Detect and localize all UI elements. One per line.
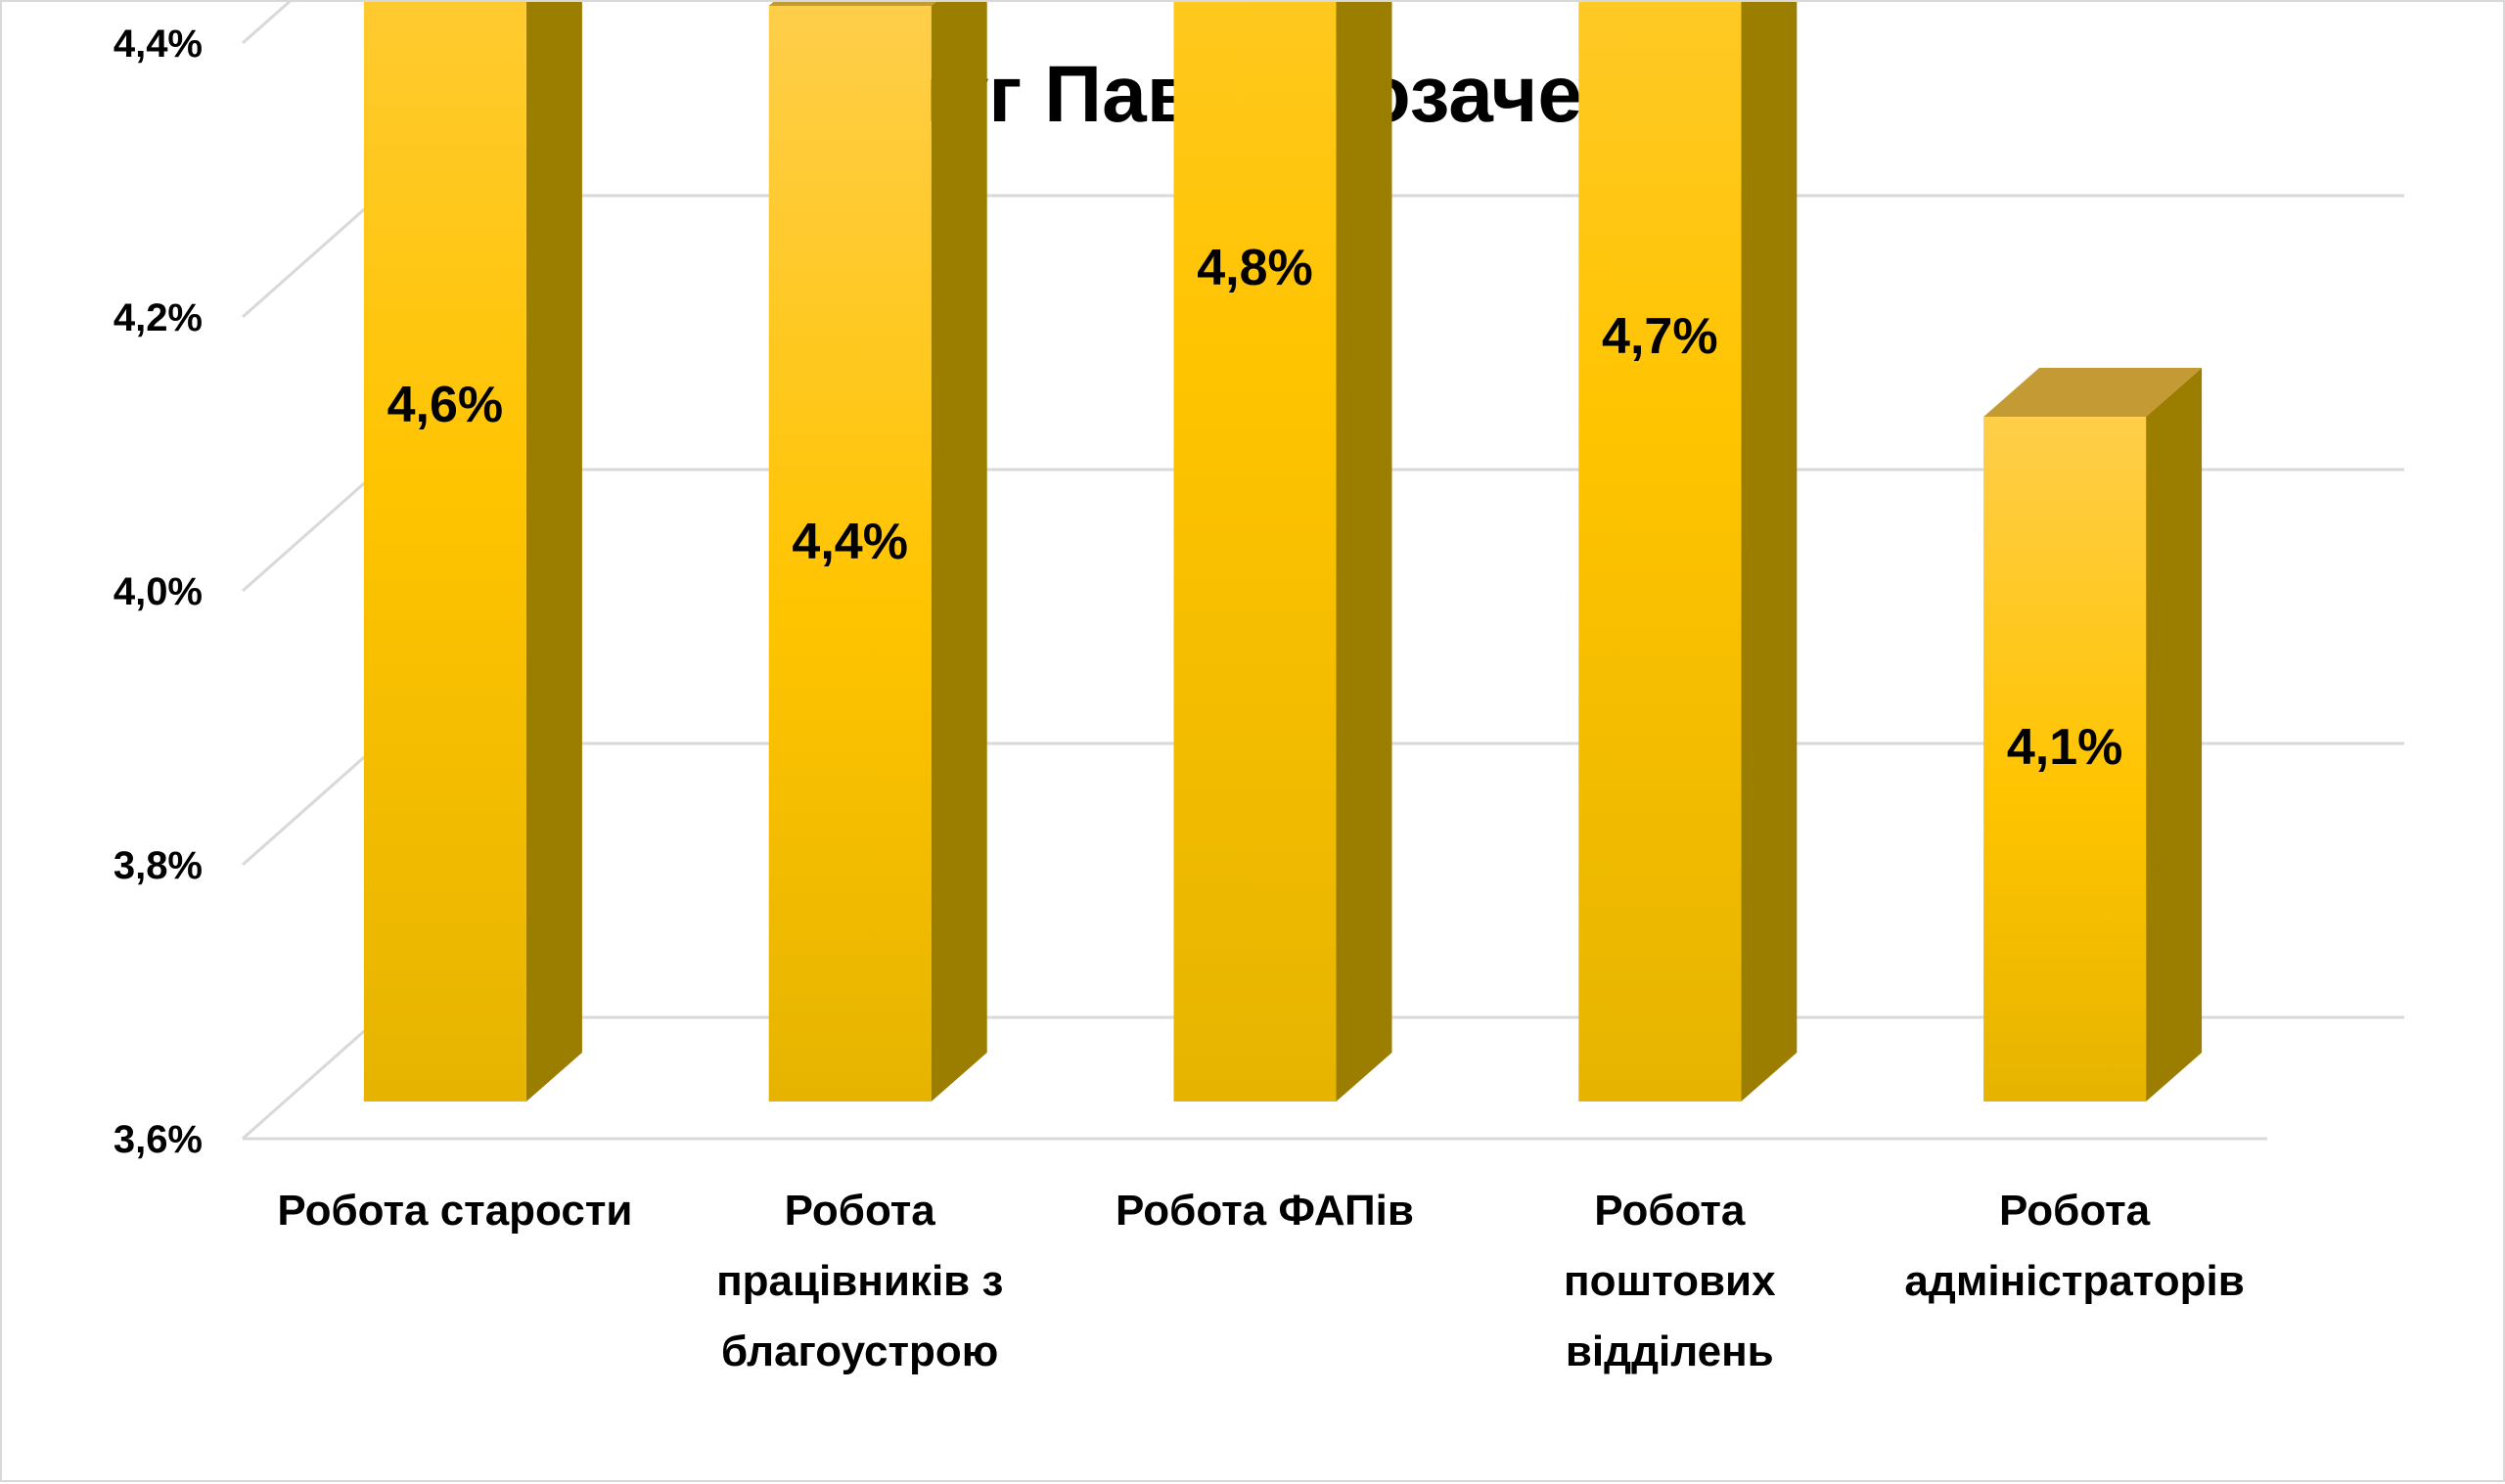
data-label: 4,6% [387, 377, 504, 433]
bar-top [1983, 368, 2203, 417]
y-axis: 3,6%3,8%4,0%4,2%4,4%4,6%4,8% [114, 22, 203, 1161]
bar: 4,7% [1578, 2, 1798, 1102]
bar-side [1336, 2, 1392, 1102]
data-label: 4,4% [792, 514, 908, 570]
y-tick-label: 4,4% [114, 22, 203, 66]
category-label: Робота поштових відділень [1564, 1187, 1776, 1375]
bar-side [2146, 368, 2203, 1102]
bar-front [768, 6, 932, 1102]
y-tick-label: 4,2% [114, 296, 203, 339]
bar-side [525, 2, 582, 1102]
bar: 4,1% [1983, 368, 2203, 1102]
category-label: Робота адміністраторів [1904, 1187, 2244, 1305]
bar-front [1173, 2, 1337, 1102]
side-gridline [242, 2, 292, 45]
data-label: 4,7% [1602, 308, 1718, 365]
category-label: Робота працівників з благоустрою [716, 1187, 1003, 1375]
bar: 4,6% [363, 2, 582, 1102]
x-axis: Робота старости Робота працівників з благоу… [277, 1187, 2244, 1375]
data-label: 4,1% [2007, 719, 2123, 776]
category-label: Робота ФАПів [1116, 1187, 1414, 1235]
side-gridline [242, 1015, 381, 1141]
bars: 4,6% 4,4% 4,8% 4,7% 4,1% [363, 2, 2203, 1102]
bar: 4,4% [768, 2, 987, 1102]
bar-front [1578, 2, 1742, 1102]
bar-front [1983, 417, 2147, 1102]
y-tick-label: 4,0% [114, 570, 203, 613]
y-tick-label: 3,8% [114, 844, 203, 887]
data-label: 4,8% [1197, 240, 1313, 296]
bar-side [931, 2, 987, 1102]
category-label: Робота старости [277, 1187, 632, 1235]
bar-side [1741, 2, 1798, 1102]
side-gridline [242, 468, 381, 593]
bar-front [363, 2, 526, 1102]
y-tick-label: 3,6% [114, 1118, 203, 1161]
side-gridline [242, 194, 381, 319]
bar: 4,8% [1173, 2, 1392, 1102]
bar-top [768, 2, 936, 6]
side-gridline [242, 742, 381, 867]
